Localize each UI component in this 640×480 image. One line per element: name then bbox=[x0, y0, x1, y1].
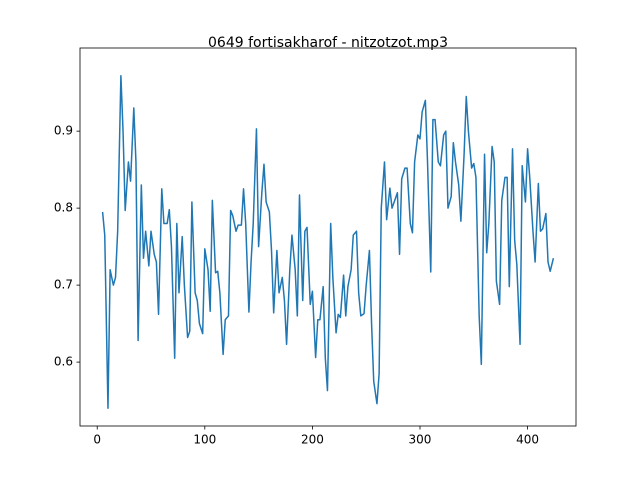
x-tick-label: 100 bbox=[193, 433, 216, 447]
x-tick-label: 0 bbox=[93, 433, 101, 447]
y-tick-label: 0.9 bbox=[54, 124, 73, 138]
y-tick-label: 0.6 bbox=[54, 355, 73, 369]
x-tick-label: 300 bbox=[409, 433, 432, 447]
data-line bbox=[101, 74, 555, 410]
x-tick-label: 400 bbox=[516, 433, 539, 447]
y-tick-label: 0.8 bbox=[54, 201, 73, 215]
plot-frame bbox=[79, 47, 577, 427]
y-tick-label: 0.7 bbox=[54, 278, 73, 292]
x-tick-label: 200 bbox=[301, 433, 324, 447]
chart-title: 0649 fortisakharof - nitzotzot.mp3 bbox=[208, 35, 448, 51]
